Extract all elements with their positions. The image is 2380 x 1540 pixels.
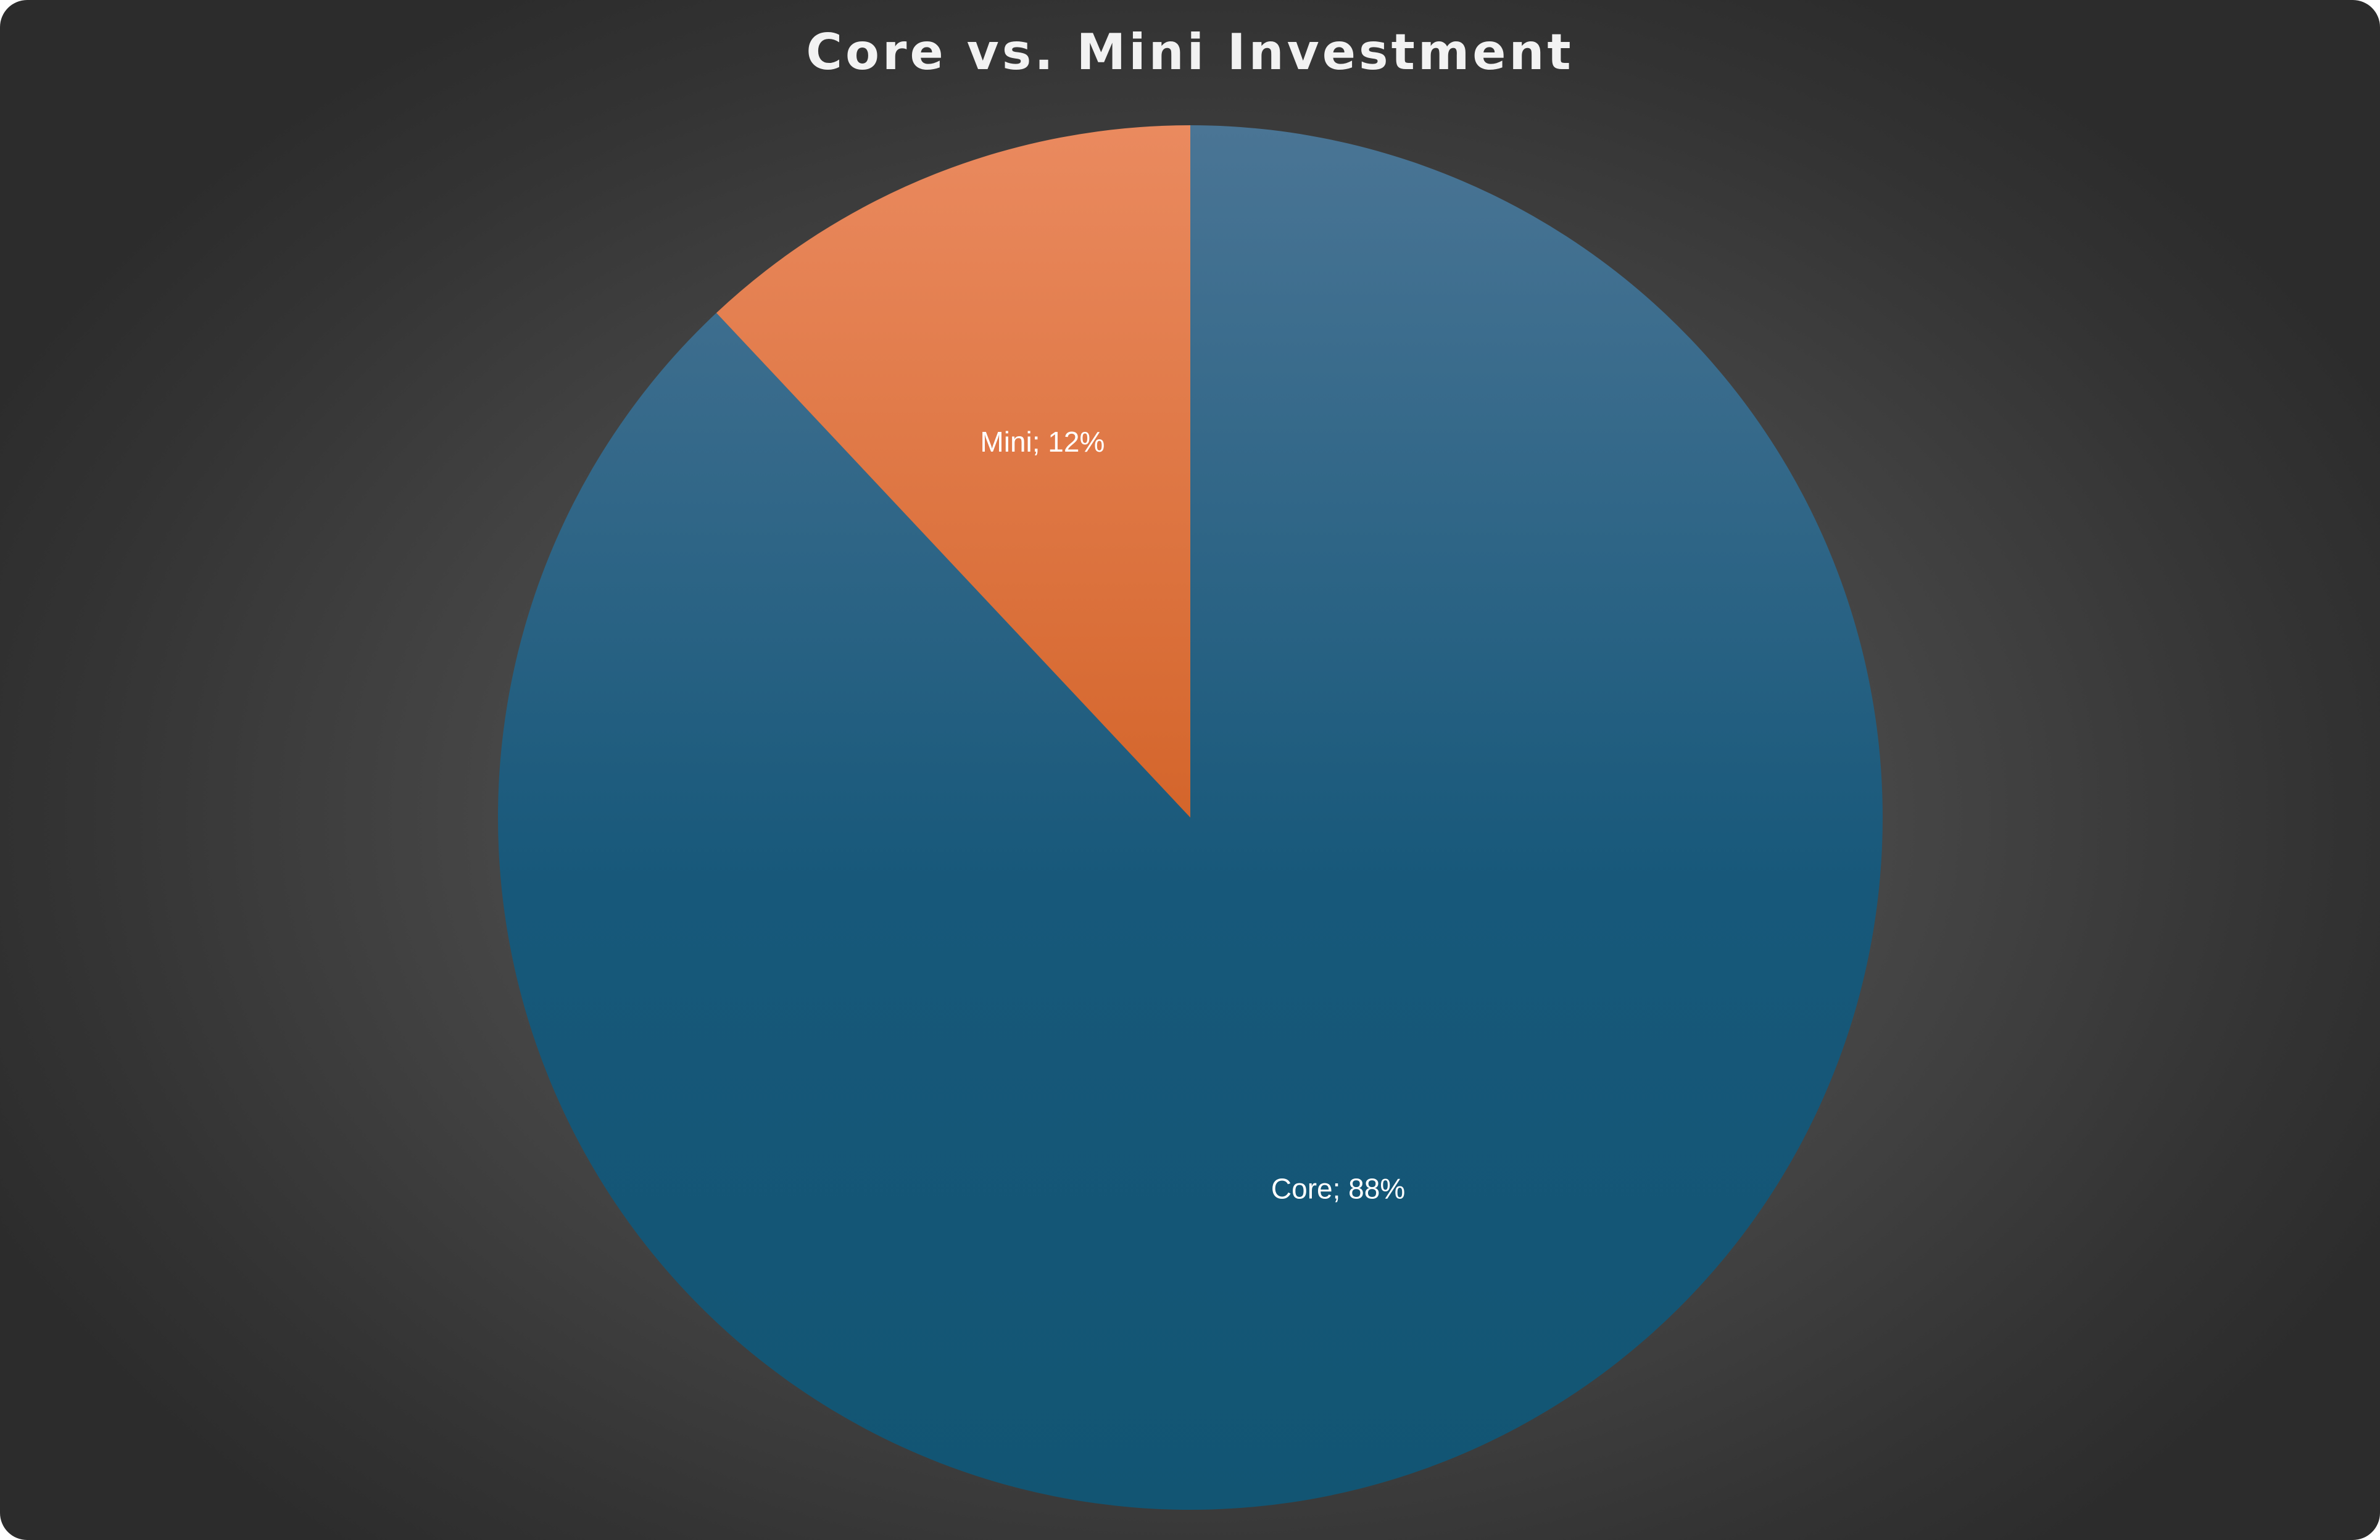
pie-slice-mini [716,125,1190,818]
pie-labels: Core; 88% Mini; 12% [980,426,1405,1204]
chart-title: Core vs. Mini Investment [806,23,1574,81]
data-label-core: Core; 88% [1271,1172,1405,1204]
pie-slices [497,125,1883,1510]
data-label-mini: Mini; 12% [980,426,1105,458]
pie-slice-core [497,125,1883,1510]
